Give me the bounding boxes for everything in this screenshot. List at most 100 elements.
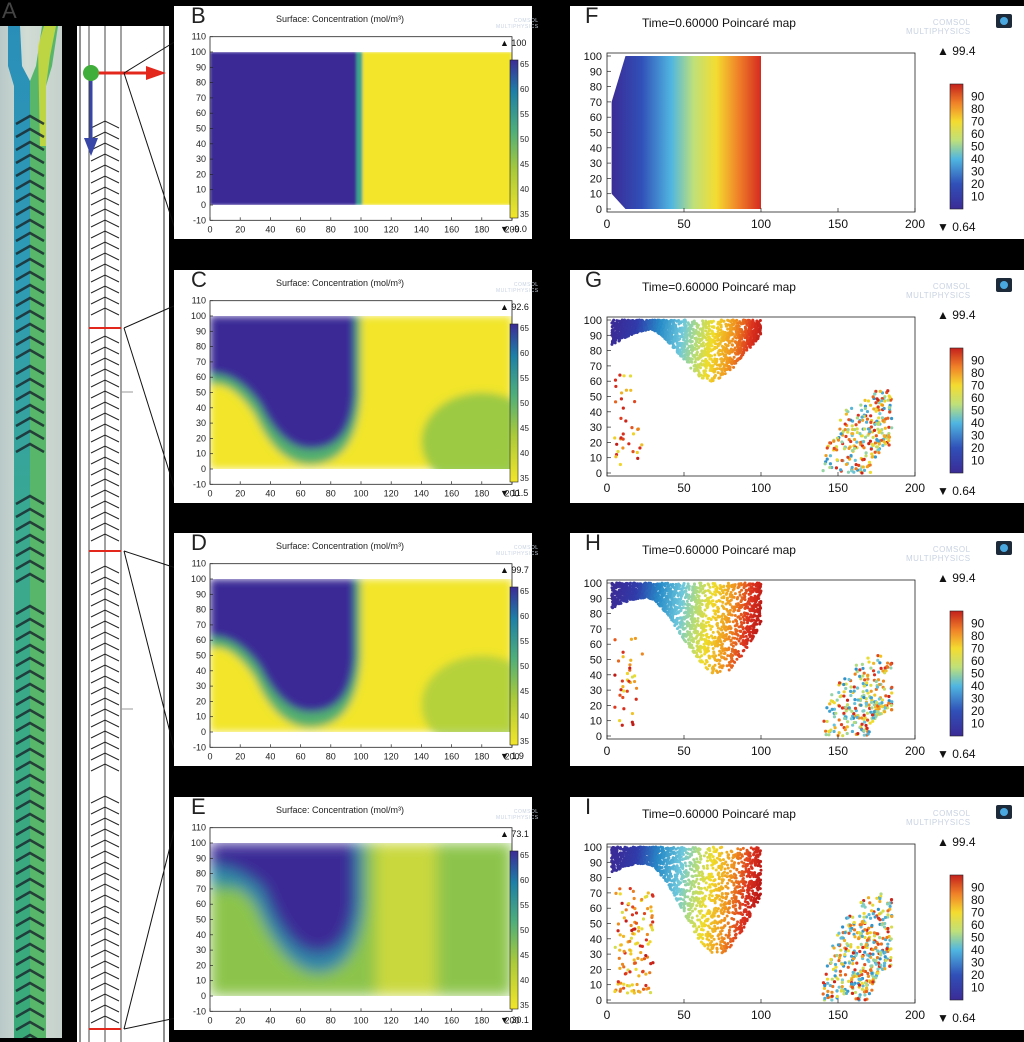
y-tick-label: 110 <box>192 559 206 569</box>
surface-panel-c: C Surface: Concentration (mol/m³) COMSOL MU… <box>174 267 538 503</box>
y-tick-label: 10 <box>590 980 602 992</box>
y-tick-label: 80 <box>196 342 206 352</box>
colorbar-tick: 20 <box>971 704 985 718</box>
y-tick-label: 20 <box>590 173 602 185</box>
y-tick-label: 10 <box>196 976 206 986</box>
x-tick-label: 60 <box>296 1015 306 1025</box>
panel-a-photo: A <box>0 0 67 1038</box>
y-tick-label: 20 <box>590 700 602 712</box>
colorbar-tick: 50 <box>971 140 985 154</box>
x-tick-label: 0 <box>207 488 212 498</box>
y-tick-label: 60 <box>590 639 602 651</box>
colorbar <box>509 586 519 746</box>
colorbar-tick: 45 <box>520 687 529 696</box>
surface-title: Surface: Concentration (mol/m³) <box>276 541 405 551</box>
x-tick-label: 100 <box>751 481 771 495</box>
x-tick-label: 180 <box>474 488 489 498</box>
poincare-points <box>610 581 894 738</box>
colorbar-tick: 50 <box>971 404 985 418</box>
colorbar-tick: 60 <box>971 391 985 405</box>
y-tick-label: -10 <box>193 479 206 489</box>
range-max: ▲ 92.6 <box>500 302 529 312</box>
y-tick-label: 30 <box>590 685 602 697</box>
y-tick-label: 40 <box>590 407 602 419</box>
y-tick-label: 10 <box>196 712 206 722</box>
poincare-panel-f: F Time=0.60000 Poincaré map COMSOL MULTIPHY… <box>570 3 1024 239</box>
x-tick-label: 0 <box>604 744 611 758</box>
y-tick-label: 30 <box>590 422 602 434</box>
x-tick-label: 150 <box>828 217 848 231</box>
colorbar-tick: 55 <box>520 637 529 646</box>
y-tick-label: 60 <box>590 903 602 915</box>
label-b: B <box>191 3 206 28</box>
surface-title: Surface: Concentration (mol/m³) <box>276 14 405 24</box>
y-tick-label: 50 <box>590 655 602 667</box>
watermark-logo: COMSOL MULTIPHYSICS <box>496 282 539 294</box>
x-tick-label: 200 <box>504 224 519 234</box>
colorbar-tick: 50 <box>520 399 529 408</box>
x-tick-label: 60 <box>296 224 306 234</box>
x-tick-label: 50 <box>677 744 691 758</box>
colorbar-tick: 55 <box>520 901 529 910</box>
colorbar-tick: 35 <box>520 210 529 219</box>
colorbar-tick: 35 <box>520 1001 529 1010</box>
y-tick-label: 10 <box>590 453 602 465</box>
x-tick-label: 100 <box>353 488 368 498</box>
x-tick-label: 150 <box>828 1008 848 1022</box>
y-tick-label: 110 <box>192 32 206 42</box>
colorbar <box>509 850 519 1010</box>
colorbar-tick: 20 <box>971 177 985 191</box>
x-tick-label: 20 <box>235 224 245 234</box>
y-tick-label: 0 <box>596 995 602 1007</box>
surface-title: Surface: Concentration (mol/m³) <box>276 278 405 288</box>
label-d: D <box>191 530 207 555</box>
x-tick-label: 150 <box>828 744 848 758</box>
x-tick-label: 50 <box>677 481 691 495</box>
y-tick-label: 40 <box>590 934 602 946</box>
label-f: F <box>585 3 599 28</box>
y-tick-label: 80 <box>590 873 602 885</box>
y-tick-label: 70 <box>590 361 602 373</box>
y-tick-label: 20 <box>196 960 206 970</box>
x-tick-label: 40 <box>265 1015 275 1025</box>
y-tick-label: 100 <box>584 315 602 327</box>
channel-photo-graphic <box>8 26 67 1038</box>
y-tick-label: 80 <box>196 78 206 88</box>
colorbar <box>509 59 519 219</box>
colorbar <box>949 610 964 737</box>
colorbar-tick: 70 <box>971 379 985 393</box>
colorbar-tick: 30 <box>971 165 985 179</box>
colorbar-tick: 40 <box>971 943 985 957</box>
y-tick-label: 70 <box>196 884 206 894</box>
colorbar-tick: 40 <box>520 976 529 985</box>
y-tick-label: 0 <box>596 731 602 743</box>
colorbar-tick: 10 <box>971 981 985 995</box>
y-tick-label: 70 <box>196 620 206 630</box>
colorbar-tick: 80 <box>971 102 985 116</box>
y-tick-label: -10 <box>193 215 206 225</box>
colorbar-tick: 65 <box>520 324 529 333</box>
x-tick-label: 150 <box>828 481 848 495</box>
colorbar-tick: 40 <box>520 712 529 721</box>
x-tick-label: 100 <box>353 1015 368 1025</box>
y-tick-label: 40 <box>196 666 206 676</box>
colorbar-tick: 80 <box>971 893 985 907</box>
y-tick-label: 30 <box>196 154 206 164</box>
colorbar-tick: 70 <box>971 906 985 920</box>
range-min: ▼ 1.9 <box>500 751 524 761</box>
x-tick-label: 100 <box>751 1008 771 1022</box>
colorbar-tick: 35 <box>520 474 529 483</box>
colorbar-tick: 20 <box>971 441 985 455</box>
x-tick-label: 80 <box>326 224 336 234</box>
y-tick-label: 30 <box>196 418 206 428</box>
y-tick-label: -10 <box>193 1006 206 1016</box>
x-tick-label: 100 <box>353 751 368 761</box>
poincare-title: Time=0.60000 Poincaré map <box>642 280 796 294</box>
x-tick-label: 140 <box>414 488 429 498</box>
colorbar-tick: 55 <box>520 374 529 383</box>
y-tick-label: 40 <box>196 139 206 149</box>
